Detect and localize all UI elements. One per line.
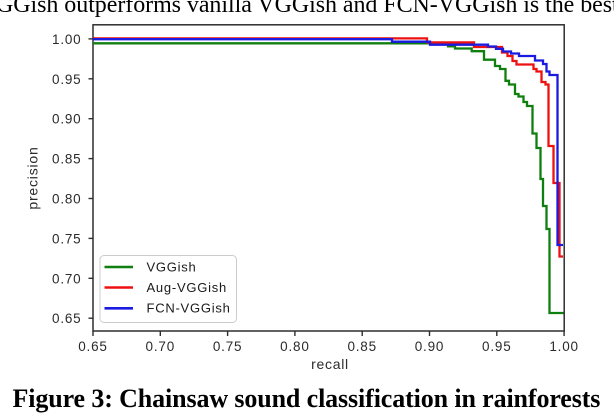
svg-text:FCN-VGGish: FCN-VGGish	[147, 301, 231, 316]
svg-text:0.90: 0.90	[415, 339, 444, 354]
svg-text:0.85: 0.85	[52, 152, 81, 167]
svg-text:0.95: 0.95	[482, 339, 511, 354]
svg-text:0.90: 0.90	[52, 112, 81, 127]
svg-text:0.75: 0.75	[52, 231, 81, 246]
svg-text:1.00: 1.00	[52, 32, 81, 47]
svg-text:0.80: 0.80	[52, 192, 81, 207]
svg-text:0.85: 0.85	[347, 339, 376, 354]
svg-text:recall: recall	[311, 356, 349, 372]
svg-text:0.80: 0.80	[280, 339, 309, 354]
svg-text:0.70: 0.70	[52, 271, 81, 286]
svg-text:Aug-VGGish: Aug-VGGish	[147, 280, 227, 295]
svg-text:precision: precision	[25, 146, 41, 209]
svg-text:VGGish: VGGish	[147, 260, 197, 275]
svg-text:0.75: 0.75	[213, 339, 242, 354]
svg-text:0.65: 0.65	[52, 311, 81, 326]
svg-text:0.65: 0.65	[78, 339, 107, 354]
svg-text:0.95: 0.95	[52, 72, 81, 87]
svg-text:1.00: 1.00	[549, 339, 578, 354]
svg-text:0.70: 0.70	[146, 339, 175, 354]
